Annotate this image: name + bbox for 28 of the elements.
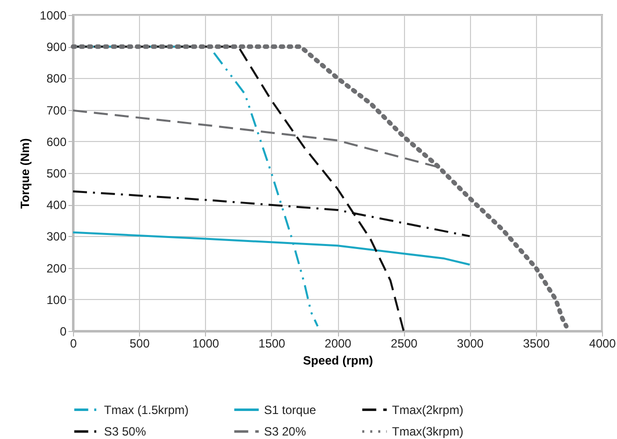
legend-label: Tmax(2krpm)	[392, 402, 464, 417]
y-axis-title: Torque (Nm)	[18, 138, 32, 209]
x-tick-label: 0	[70, 336, 78, 350]
y-tick-label: 100	[46, 292, 67, 307]
y-tick-label: 800	[46, 72, 67, 86]
y-tick-label: 0	[60, 324, 67, 338]
x-tick-label: 1500	[258, 336, 286, 350]
x-tick-label: 2500	[390, 336, 418, 350]
legend-label: Tmax(3krpm)	[392, 424, 464, 438]
x-tick-label: 1000	[192, 336, 220, 350]
x-tick-label: 3500	[523, 336, 550, 350]
y-tick-label: 200	[46, 261, 67, 276]
x-axis-title: Speed (rpm)	[302, 354, 374, 368]
x-tick-label: 2000	[324, 336, 352, 350]
legend-label: Tmax (1.5krpm)	[104, 402, 189, 417]
y-tick-label: 400	[46, 198, 67, 212]
y-tick-label: 900	[46, 40, 67, 54]
y-tick-label: 700	[46, 103, 67, 118]
legend-label: S3 20%	[264, 424, 306, 438]
y-tick-label: 1000	[40, 8, 67, 22]
x-tick-label: 3000	[456, 336, 484, 350]
x-tick-label: 4000	[589, 336, 616, 350]
y-tick-label: 500	[46, 166, 67, 180]
legend-label: S1 torque	[264, 402, 316, 417]
y-tick-label: 300	[46, 230, 67, 244]
x-tick-label: 500	[130, 336, 150, 350]
legend-label: S3 50%	[104, 424, 146, 438]
y-tick-label: 600	[46, 134, 67, 149]
